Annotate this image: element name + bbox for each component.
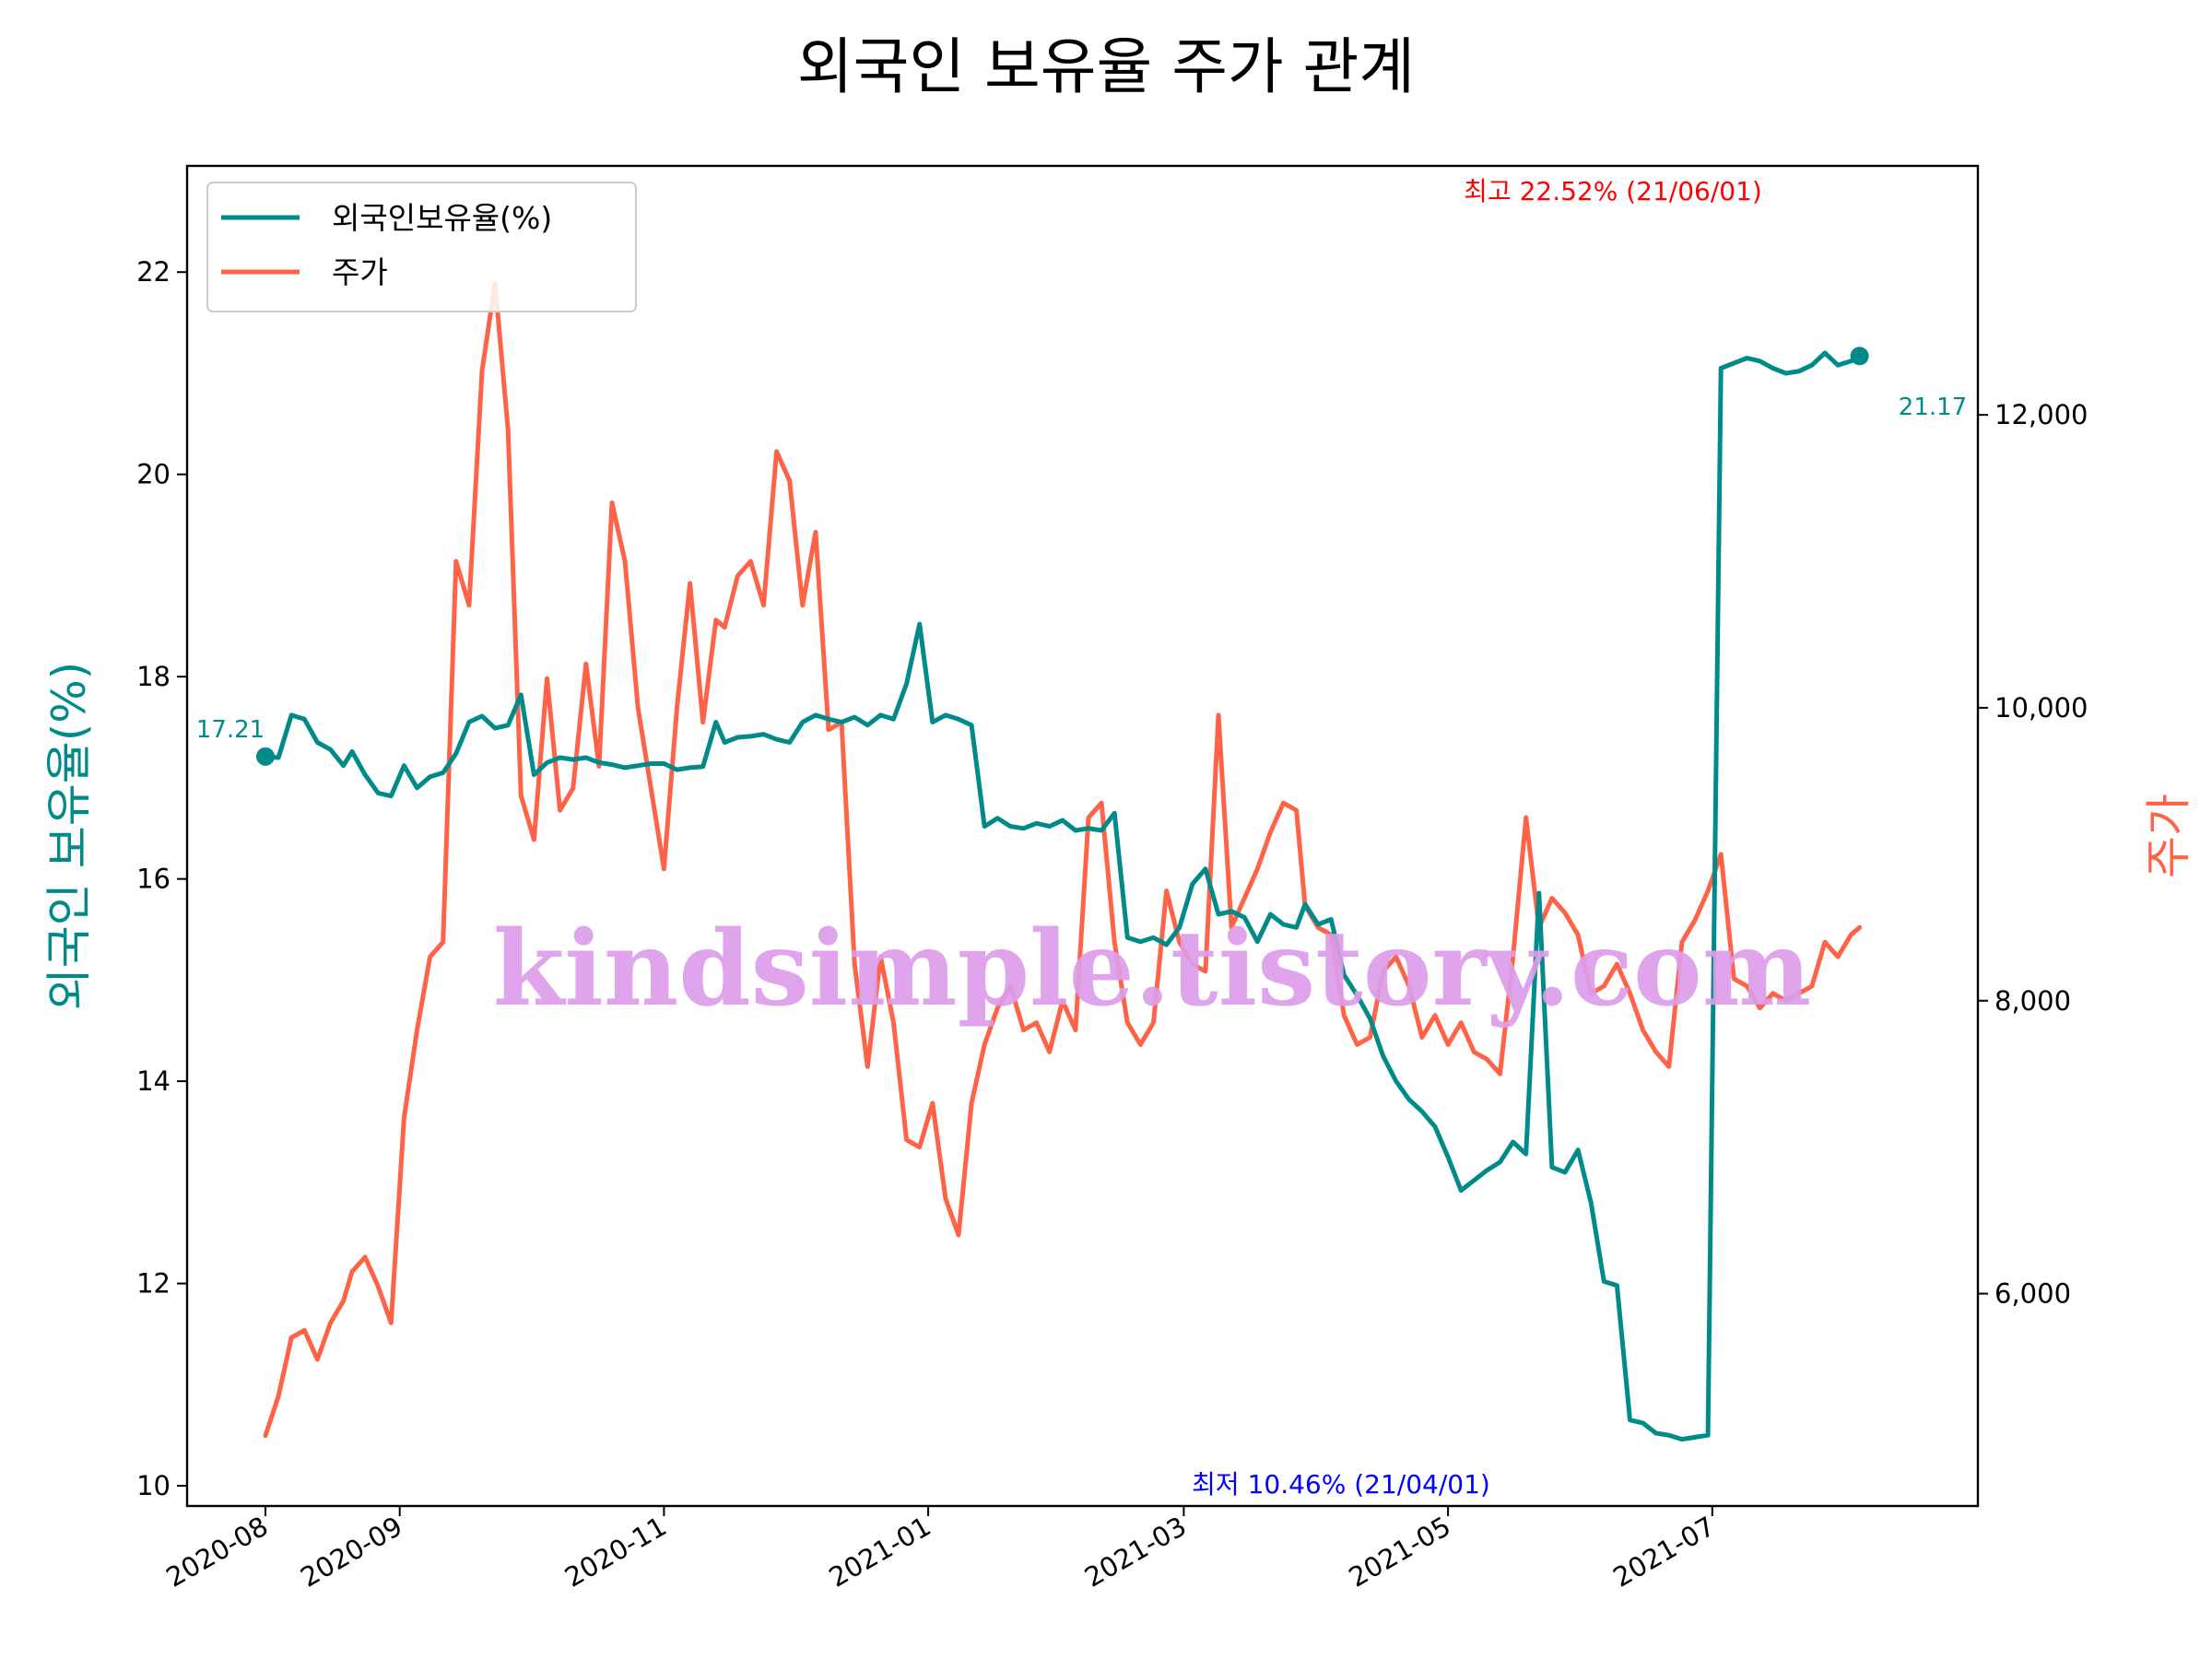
y-axis-title-right: 주가 [2142,794,2195,878]
y-left-tick-label: 16 [136,864,171,895]
start-value-label: 17.21 [196,716,265,744]
legend-label-foreign-ratio: 외국인보유율(%) [332,200,552,236]
legend: 외국인보유율(%) 주가 [206,182,637,312]
y-right-tick-label: 10,000 [1994,692,2088,724]
min-annotation: 최저 10.46% (21/04/01) [1192,1469,1490,1500]
legend-box [206,182,637,312]
y-left-tick-label: 10 [136,1470,171,1501]
series-line-price [263,280,1863,1439]
start-point-marker [256,747,275,766]
chart-title: 외국인 보유율 주가 관계 [797,31,1415,102]
max-annotation: 최고 22.52% (21/06/01) [1464,176,1762,206]
series-layer [256,280,1869,1442]
y-right-tick-label: 8,000 [1994,985,2071,1017]
y-left-tick-label: 12 [136,1268,171,1300]
y-right-tick-label: 12,000 [1994,399,2088,430]
y-axis-title-left: 외국인 보유율(%) [42,662,96,1010]
end-point-marker [1850,347,1869,366]
plot-frame [185,164,1980,1508]
series-line-foreign-ratio [263,350,1863,1442]
legend-label-price: 주가 [332,254,388,290]
end-value-label: 21.17 [1899,394,1967,421]
y-left-tick-label: 22 [136,256,171,288]
annotations: 최고 22.52% (21/06/01) 최저 10.46% (21/04/01… [196,176,1967,1500]
y-right-tick-label: 6,000 [1994,1278,2071,1310]
y-left-tick-label: 20 [136,459,171,490]
y-left-tick-label: 14 [136,1065,171,1097]
watermark: kindsimple.tistory.com [493,909,1812,1030]
y-left-tick-label: 18 [136,661,171,692]
